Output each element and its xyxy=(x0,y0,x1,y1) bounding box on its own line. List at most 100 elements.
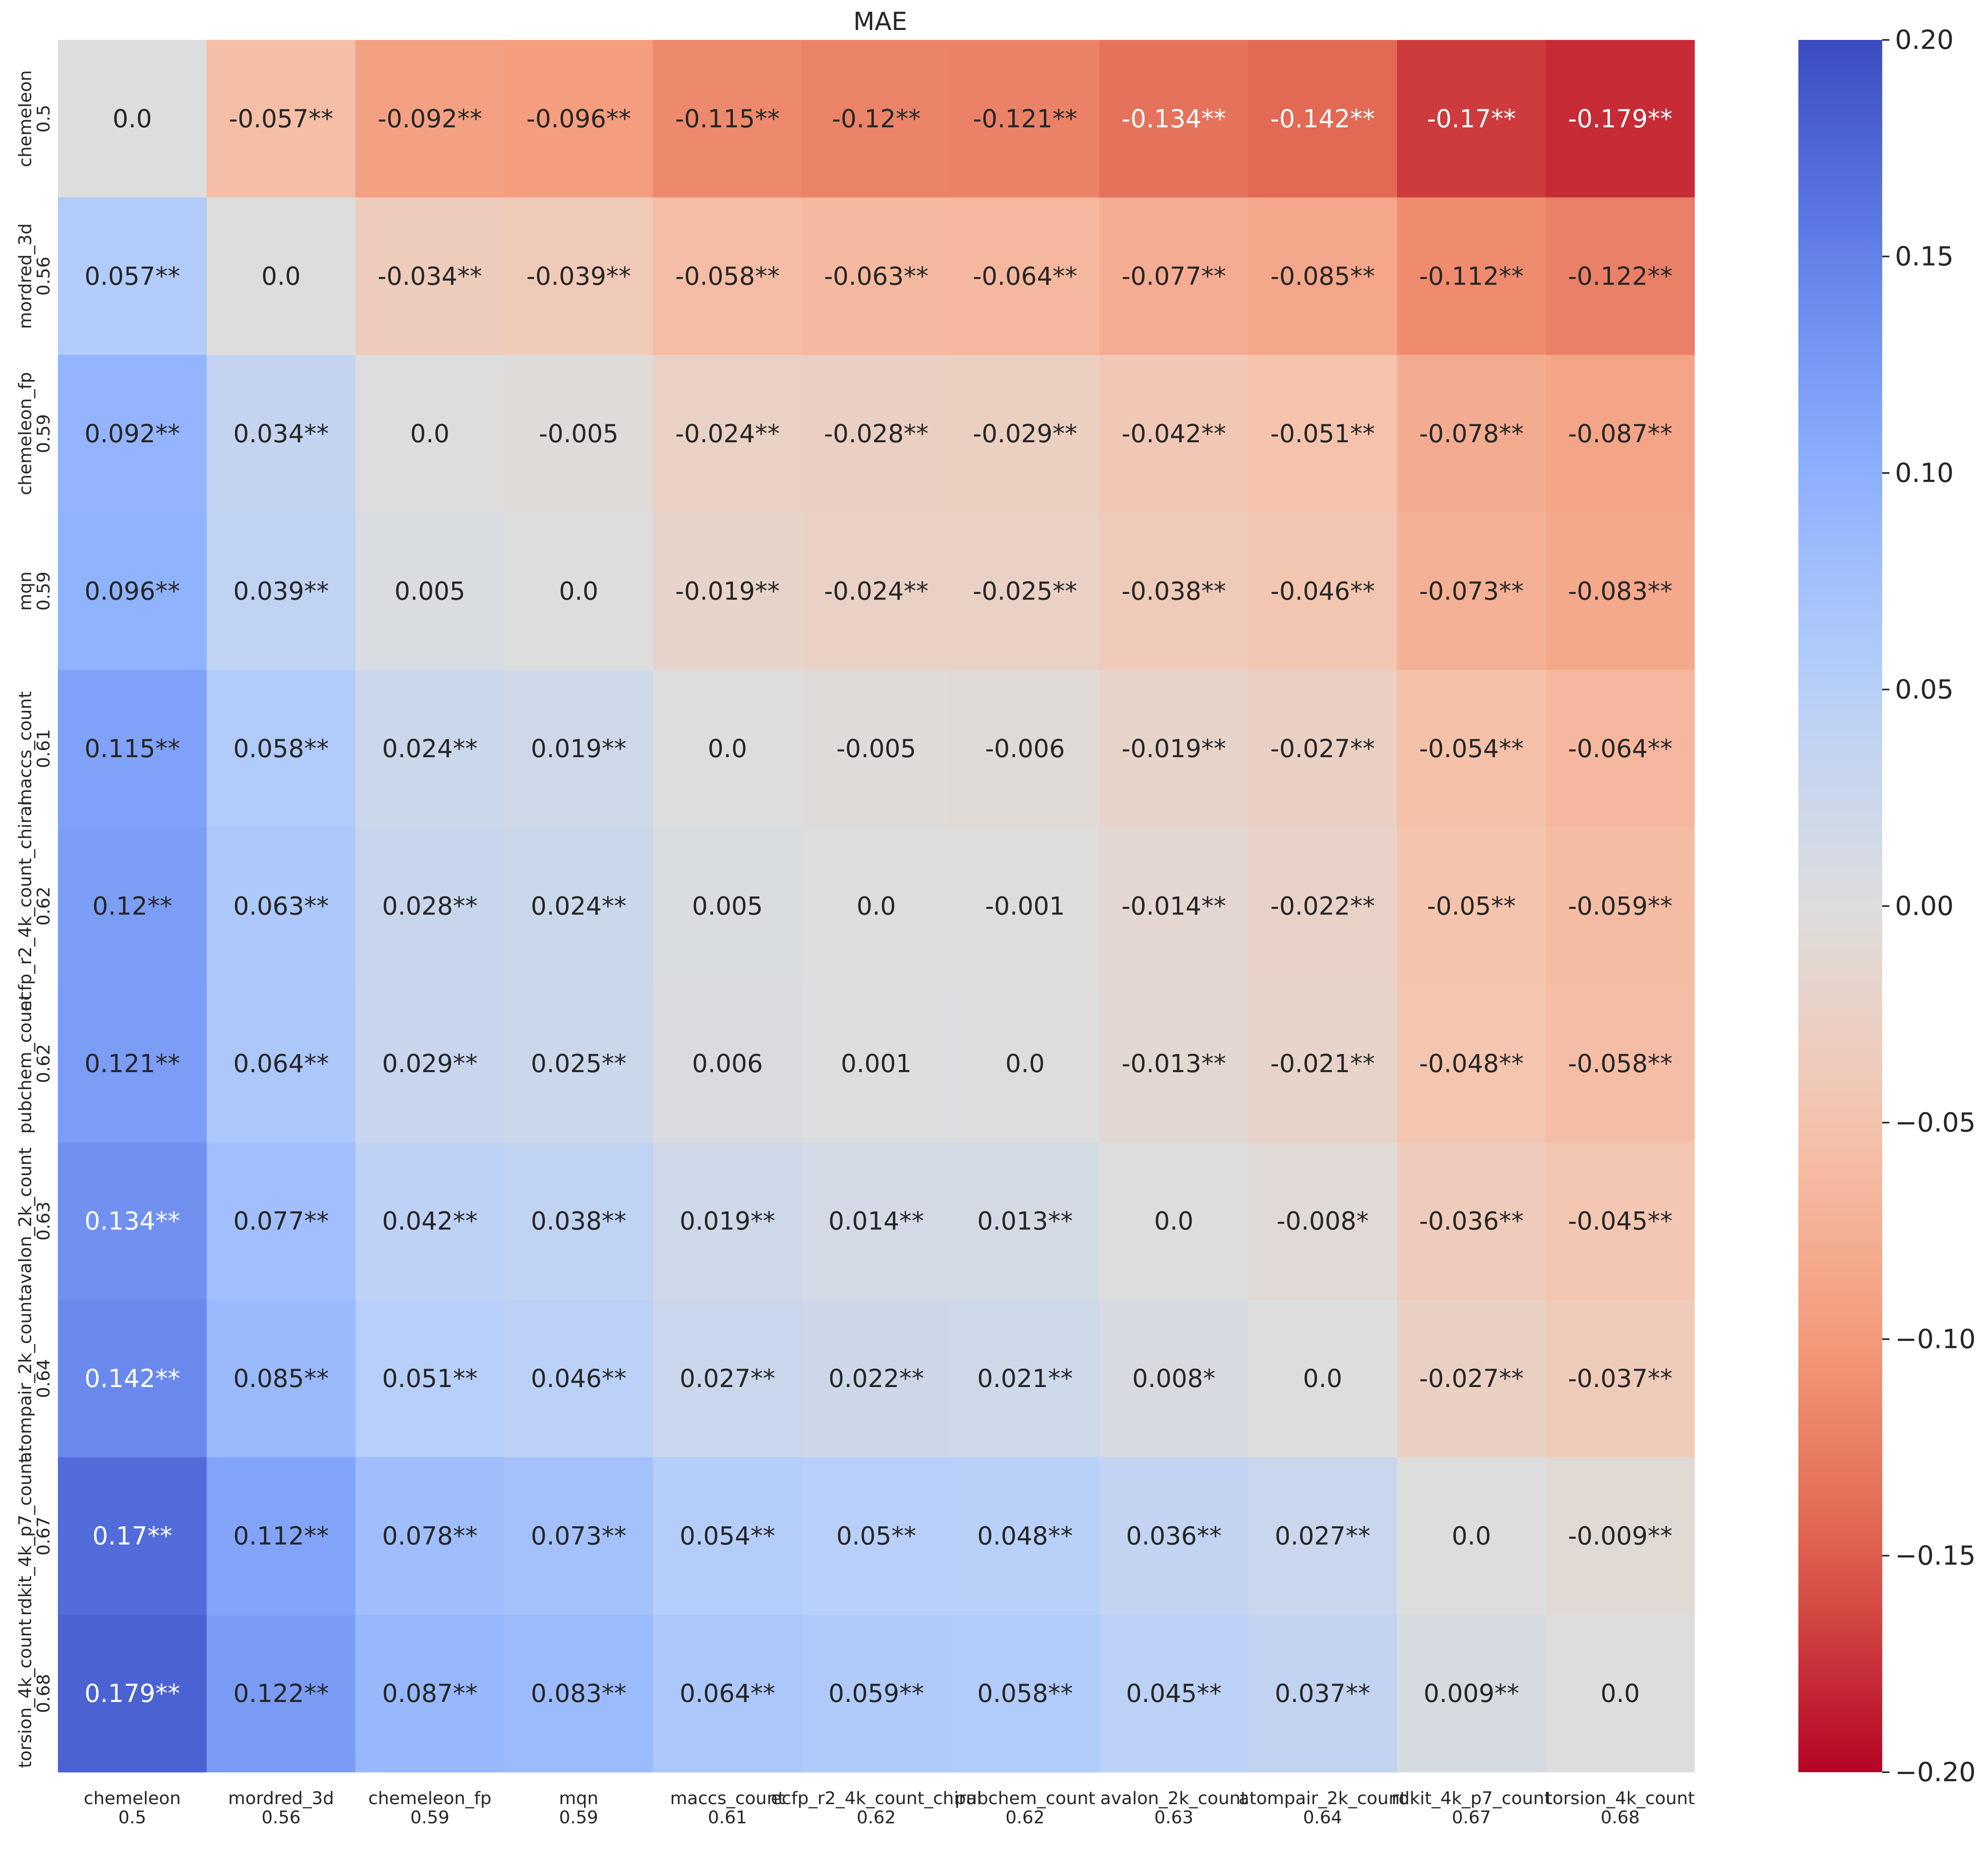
heatmap-cell-1-5 xyxy=(802,197,951,355)
cell-label-10-10: 0.0 xyxy=(1600,1679,1640,1708)
cell-label-7-10: -0.045** xyxy=(1568,1207,1673,1236)
heatmap-cell-1-10 xyxy=(1546,197,1695,355)
cell-label-2-10: -0.087** xyxy=(1568,419,1673,448)
row-label-name: mqn xyxy=(15,572,36,611)
row-label-score: 0.62 xyxy=(34,1044,54,1083)
cell-label-4-5: -0.005 xyxy=(836,734,916,763)
cell-label-10-0: 0.179** xyxy=(85,1679,180,1708)
heatmap-cell-1-4 xyxy=(653,197,802,355)
cell-label-3-10: -0.083** xyxy=(1568,576,1673,606)
cell-label-9-10: -0.009** xyxy=(1568,1522,1673,1551)
heatmap-cell-5-6 xyxy=(950,827,1100,985)
column-label-name: chemeleon xyxy=(84,1788,181,1809)
heatmap-cell-1-2 xyxy=(355,197,505,355)
heatmap-cell-4-0 xyxy=(58,670,207,828)
heatmap-cell-8-7 xyxy=(1099,1300,1249,1458)
heatmap-cell-7-4 xyxy=(653,1142,802,1300)
cell-label-3-1: 0.039** xyxy=(233,576,329,606)
heatmap-cell-0-5 xyxy=(802,40,951,198)
heatmap-cell-1-7 xyxy=(1099,197,1249,355)
cell-label-3-8: -0.046** xyxy=(1270,576,1375,606)
cell-label-3-3: 0.0 xyxy=(559,576,598,606)
row-labels: chemeleon0.5mordred_3d0.56chemeleon_fp0.… xyxy=(15,70,54,1768)
cell-label-2-5: -0.028** xyxy=(824,419,929,448)
cell-label-7-7: 0.0 xyxy=(1154,1207,1194,1236)
heatmap-cell-5-4 xyxy=(653,827,802,985)
cell-label-4-8: -0.027** xyxy=(1270,734,1375,763)
heatmap-cell-9-1 xyxy=(206,1457,356,1615)
cell-label-3-5: -0.024** xyxy=(824,576,929,606)
heatmap-cell-4-5 xyxy=(802,670,951,828)
heatmap-cell-9-7 xyxy=(1099,1457,1249,1615)
cell-label-3-2: 0.005 xyxy=(394,576,465,606)
heatmap-cell-10-10 xyxy=(1546,1615,1695,1773)
cell-label-9-7: 0.036** xyxy=(1126,1522,1222,1551)
row-label-score: 0.5 xyxy=(34,105,54,133)
column-label-name: mqn xyxy=(559,1788,598,1809)
heatmap-cell-9-2 xyxy=(355,1457,505,1615)
cell-label-0-6: -0.121** xyxy=(973,104,1077,133)
cell-label-5-8: -0.022** xyxy=(1270,892,1375,921)
heatmap-cell-2-7 xyxy=(1099,355,1249,513)
heatmap-cell-6-2 xyxy=(355,985,505,1143)
heatmap-cell-0-1 xyxy=(206,40,356,198)
heatmap-cell-5-1 xyxy=(206,827,356,985)
heatmap-cell-0-3 xyxy=(504,40,653,198)
heatmap-cell-3-9 xyxy=(1397,512,1546,670)
heatmap-cell-3-0 xyxy=(58,512,207,670)
heatmap-cell-8-1 xyxy=(206,1300,356,1458)
heatmap-cell-2-4 xyxy=(653,355,802,513)
cell-label-4-3: 0.019** xyxy=(531,734,627,763)
heatmap-cell-0-10 xyxy=(1546,40,1695,198)
heatmap-cell-6-5 xyxy=(802,985,951,1143)
cell-label-3-6: -0.025** xyxy=(973,576,1077,606)
heatmap-cell-1-0 xyxy=(58,197,207,355)
heatmap-cell-8-8 xyxy=(1248,1300,1398,1458)
cell-label-9-6: 0.048** xyxy=(977,1522,1073,1551)
cell-label-5-2: 0.028** xyxy=(382,892,478,921)
column-label-score: 0.62 xyxy=(857,1807,896,1828)
heatmap-cell-2-2 xyxy=(355,355,505,513)
heatmap-cell-7-2 xyxy=(355,1142,505,1300)
cell-label-10-9: 0.009** xyxy=(1424,1679,1519,1708)
cell-label-9-3: 0.073** xyxy=(531,1522,627,1551)
heatmap-cell-5-10 xyxy=(1546,827,1695,985)
heatmap-cell-5-8 xyxy=(1248,827,1398,985)
heatmap-cell-0-4 xyxy=(653,40,802,198)
cell-label-8-10: -0.037** xyxy=(1568,1364,1673,1393)
heatmap-cell-3-4 xyxy=(653,512,802,670)
cell-label-2-3: -0.005 xyxy=(539,419,619,448)
heatmap-cell-8-3 xyxy=(504,1300,653,1458)
cell-label-4-1: 0.058** xyxy=(233,734,329,763)
column-label-score: 0.56 xyxy=(261,1807,301,1828)
heatmap-cell-6-3 xyxy=(504,985,653,1143)
heatmap-cell-6-8 xyxy=(1248,985,1398,1143)
heatmap-cell-1-9 xyxy=(1397,197,1546,355)
heatmap-cell-9-4 xyxy=(653,1457,802,1615)
heatmap-cell-2-3 xyxy=(504,355,653,513)
column-label-score: 0.5 xyxy=(118,1807,146,1828)
heatmap-cell-5-2 xyxy=(355,827,505,985)
cell-label-9-1: 0.112** xyxy=(233,1522,329,1551)
heatmap-cell-4-3 xyxy=(504,670,653,828)
heatmap-cell-2-8 xyxy=(1248,355,1398,513)
cell-label-5-0: 0.12** xyxy=(92,892,172,921)
column-labels: chemeleon0.5mordred_3d0.56chemeleon_fp0.… xyxy=(84,1788,1695,1828)
heatmap-cell-10-1 xyxy=(206,1615,356,1773)
column-label-name: pubchem_count xyxy=(955,1788,1095,1809)
cell-label-0-1: -0.057** xyxy=(229,104,333,133)
cell-label-3-0: 0.096** xyxy=(85,576,180,606)
row-label-score: 0.59 xyxy=(34,414,54,453)
cell-label-7-2: 0.042** xyxy=(382,1207,478,1236)
heatmap-cell-9-9 xyxy=(1397,1457,1546,1615)
heatmap-cell-2-1 xyxy=(206,355,356,513)
heatmap-cell-8-0 xyxy=(58,1300,207,1458)
heatmap-cell-6-10 xyxy=(1546,985,1695,1143)
column-label-name: chemeleon_fp xyxy=(368,1788,492,1809)
cell-label-1-3: -0.039** xyxy=(527,261,631,291)
row-label-score: 0.67 xyxy=(34,1516,54,1555)
